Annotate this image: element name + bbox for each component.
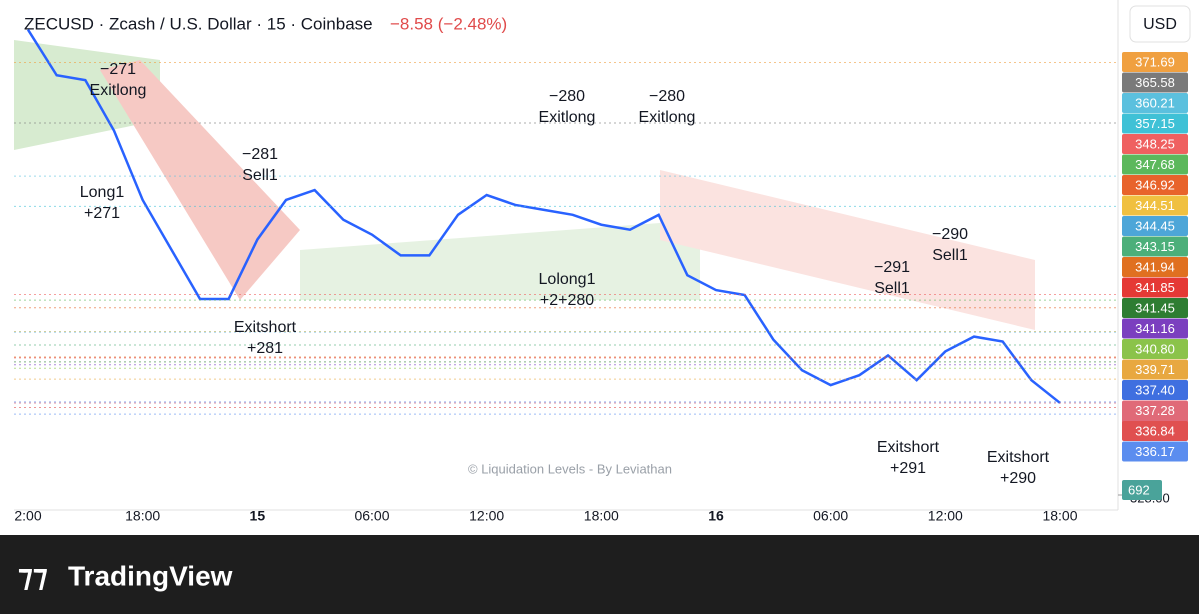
price-tag — [1122, 195, 1188, 216]
x-tick-label: 06:00 — [354, 508, 389, 524]
price-tag — [1122, 154, 1188, 175]
signal-label: +291 — [890, 460, 926, 477]
brand: TradingView — [68, 560, 233, 591]
x-tick-label: 18:00 — [1042, 508, 1077, 524]
price-tag — [1122, 257, 1188, 277]
signal-label: Sell1 — [932, 247, 968, 264]
price-tag-label: 365.58 — [1135, 75, 1175, 90]
price-tag-label: 371.69 — [1135, 54, 1175, 69]
price-tag-label: 344.45 — [1135, 218, 1175, 233]
signal-label: Exitshort — [877, 439, 940, 456]
signal-label: Exitshort — [234, 319, 297, 336]
price-tag-label: 343.15 — [1135, 239, 1175, 254]
price-tag — [1122, 277, 1188, 298]
signal-label: +2+280 — [540, 292, 594, 309]
signal-label: −280 — [649, 88, 685, 105]
signal-label: −271 — [100, 61, 136, 78]
signal-label: −280 — [549, 88, 585, 105]
x-tick-label: 16 — [708, 508, 724, 524]
price-tag — [1122, 52, 1188, 72]
x-tick-label: 15 — [250, 508, 266, 524]
x-tick-label: 18:00 — [125, 508, 160, 524]
price-tag-label: 339.71 — [1135, 362, 1175, 377]
signal-label: Long1 — [80, 184, 125, 201]
price-tag-label: 346.92 — [1135, 177, 1175, 192]
price-tag — [1122, 298, 1188, 318]
price-tag — [1122, 175, 1188, 195]
signal-label: −291 — [874, 259, 910, 276]
price-tag-label: 337.40 — [1135, 382, 1175, 397]
brand-logo: ⁊⁊ — [18, 560, 48, 593]
signal-label: −281 — [242, 146, 278, 163]
chart-title: ZECUSD · Zcash / U.S. Dollar · 15 · Coin… — [24, 14, 373, 33]
x-tick-label: 12:00 — [469, 508, 504, 524]
x-tick-label: 06:00 — [813, 508, 848, 524]
signal-label: Exitshort — [987, 449, 1050, 466]
signal-label: +271 — [84, 205, 120, 222]
price-tag-label: 341.85 — [1135, 280, 1175, 295]
price-tag — [1122, 421, 1188, 441]
price-tag — [1122, 113, 1188, 134]
signal-label: +290 — [1000, 470, 1036, 487]
price-tag — [1122, 93, 1188, 113]
price-tag-label: 340.80 — [1135, 341, 1175, 356]
price-tag-label: 341.94 — [1135, 259, 1175, 274]
price-tag-label: 337.28 — [1135, 403, 1175, 418]
price-tag — [1122, 318, 1188, 339]
price-tag — [1122, 72, 1188, 93]
signal-label: Exitlong — [90, 82, 147, 99]
signal-label: +281 — [247, 340, 283, 357]
volume-tag-label: 692 — [1128, 482, 1150, 497]
price-tag-label: 336.84 — [1135, 423, 1175, 438]
price-tag-label: 341.16 — [1135, 321, 1175, 336]
price-tag — [1122, 441, 1188, 462]
x-tick-label: 12:00 — [928, 508, 963, 524]
signal-label: Exitlong — [639, 109, 696, 126]
signal-label: Sell1 — [242, 167, 278, 184]
currency[interactable]: USD — [1143, 16, 1177, 33]
price-tag-label: 357.15 — [1135, 116, 1175, 131]
shade-band — [300, 220, 700, 300]
price-tag — [1122, 236, 1188, 257]
price-tag-label: 336.17 — [1135, 444, 1175, 459]
price-tag — [1122, 134, 1188, 154]
shade-band — [660, 170, 1035, 330]
price-change: −8.58 (−2.48%) — [390, 14, 507, 33]
price-tag-label: 360.21 — [1135, 95, 1175, 110]
price-line — [26, 29, 1061, 404]
price-tag — [1122, 339, 1188, 359]
signal-label: Lolong1 — [539, 271, 596, 288]
price-tag — [1122, 359, 1188, 380]
price-tag-label: 347.68 — [1135, 157, 1175, 172]
price-tag-label: 341.45 — [1135, 300, 1175, 315]
signal-label: Exitlong — [539, 109, 596, 126]
price-tag — [1122, 216, 1188, 236]
watermark: © Liquidation Levels - By Leviathan — [468, 461, 672, 476]
shade-band — [100, 60, 300, 300]
price-tag — [1122, 380, 1188, 400]
x-tick-label: 2:00 — [14, 508, 41, 524]
volume-tag — [1122, 480, 1162, 500]
price-tag-label: 348.25 — [1135, 136, 1175, 151]
currency-button[interactable] — [1129, 5, 1191, 43]
price-tag-label: 344.51 — [1135, 198, 1175, 213]
x-tick-label: 18:00 — [584, 508, 619, 524]
signal-label: −290 — [932, 226, 968, 243]
footer — [0, 535, 1199, 609]
signal-label: Sell1 — [874, 280, 910, 297]
